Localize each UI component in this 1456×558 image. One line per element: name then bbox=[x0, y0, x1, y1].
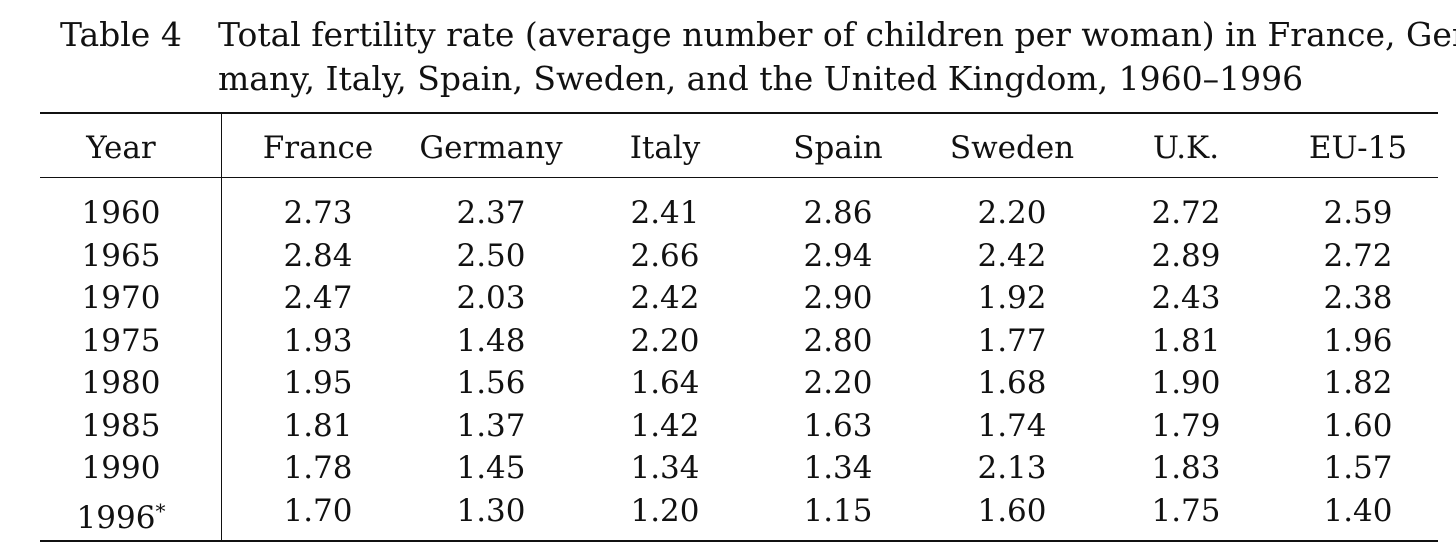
table-cell: 1.74 bbox=[977, 408, 1047, 444]
table-cell: 1.34 bbox=[630, 450, 700, 486]
header-rule bbox=[40, 177, 1438, 178]
table-cell: 1.15 bbox=[803, 493, 873, 529]
table-cell: 1.68 bbox=[977, 365, 1047, 401]
year-cell: 1996* bbox=[77, 491, 166, 538]
table-cell: 2.84 bbox=[283, 238, 353, 274]
table-cell: 1.56 bbox=[456, 365, 526, 401]
column-header-italy: Italy bbox=[629, 130, 701, 166]
table-cell: 2.94 bbox=[803, 238, 873, 274]
year-cell: 1960 bbox=[82, 193, 161, 233]
column-header-year: Year bbox=[86, 130, 156, 166]
table-cell: 2.42 bbox=[977, 238, 1047, 274]
year-cell: 1970 bbox=[82, 278, 161, 318]
table-cell: 1.37 bbox=[456, 408, 526, 444]
table-cell: 1.81 bbox=[1151, 323, 1221, 359]
table-cell: 1.78 bbox=[283, 450, 353, 486]
table-cell: 1.30 bbox=[456, 493, 526, 529]
table-cell: 2.89 bbox=[1151, 238, 1221, 274]
table-cell: 1.83 bbox=[1151, 450, 1221, 486]
table-cell: 1.93 bbox=[283, 323, 353, 359]
table-cell: 2.20 bbox=[803, 365, 873, 401]
table-cell: 1.79 bbox=[1151, 408, 1221, 444]
table-cell: 2.37 bbox=[456, 195, 526, 231]
year-value: 1996 bbox=[76, 500, 156, 536]
table-cell: 2.03 bbox=[456, 280, 526, 316]
table-cell: 1.57 bbox=[1323, 450, 1393, 486]
table-cell: 1.96 bbox=[1323, 323, 1393, 359]
table-cell: 2.73 bbox=[283, 195, 353, 231]
year-cell: 1975 bbox=[82, 321, 161, 361]
table-cell: 1.64 bbox=[630, 365, 700, 401]
year-value: 1960 bbox=[81, 195, 161, 231]
table-cell: 2.90 bbox=[803, 280, 873, 316]
table-cell: 1.20 bbox=[630, 493, 700, 529]
table-cell: 1.63 bbox=[803, 408, 873, 444]
table-cell: 2.72 bbox=[1151, 195, 1221, 231]
year-value: 1980 bbox=[81, 365, 161, 401]
table-cell: 2.38 bbox=[1323, 280, 1393, 316]
table-cell: 2.50 bbox=[456, 238, 526, 274]
year-value: 1975 bbox=[81, 323, 161, 359]
table-cell: 1.40 bbox=[1323, 493, 1393, 529]
year-cell: 1965 bbox=[82, 236, 161, 276]
table-cell: 2.13 bbox=[977, 450, 1047, 486]
table-cell: 1.95 bbox=[283, 365, 353, 401]
table-cell: 2.41 bbox=[630, 195, 700, 231]
column-header-germany: Germany bbox=[419, 130, 563, 166]
table-cell: 1.34 bbox=[803, 450, 873, 486]
column-header-france: France bbox=[262, 130, 374, 166]
table-cell: 2.42 bbox=[630, 280, 700, 316]
table-cell: 1.90 bbox=[1151, 365, 1221, 401]
year-cell: 1980 bbox=[82, 363, 161, 403]
table-cell: 2.47 bbox=[283, 280, 353, 316]
footnote-mark: * bbox=[155, 499, 166, 523]
year-cell: 1985 bbox=[82, 406, 161, 446]
table-cell: 2.59 bbox=[1323, 195, 1393, 231]
caption-line-1: Total fertility rate (average number of … bbox=[218, 15, 1456, 54]
table-cell: 2.66 bbox=[630, 238, 700, 274]
table-cell: 2.86 bbox=[803, 195, 873, 231]
table-cell: 1.81 bbox=[283, 408, 353, 444]
column-header-u-k: U.K. bbox=[1152, 130, 1220, 166]
table-cell: 2.80 bbox=[803, 323, 873, 359]
table-cell: 1.70 bbox=[283, 493, 353, 529]
table-cell: 1.42 bbox=[630, 408, 700, 444]
table-cell: 2.43 bbox=[1151, 280, 1221, 316]
table-cell: 1.82 bbox=[1323, 365, 1393, 401]
column-header-spain: Spain bbox=[793, 130, 883, 166]
table-cell: 1.48 bbox=[456, 323, 526, 359]
table-cell: 1.60 bbox=[977, 493, 1047, 529]
column-header-sweden: Sweden bbox=[949, 130, 1075, 166]
table-cell: 1.45 bbox=[456, 450, 526, 486]
top-rule bbox=[40, 112, 1438, 114]
year-value: 1965 bbox=[81, 238, 161, 274]
table-cell: 1.60 bbox=[1323, 408, 1393, 444]
table-cell: 2.72 bbox=[1323, 238, 1393, 274]
year-value: 1970 bbox=[81, 280, 161, 316]
bottom-rule bbox=[40, 540, 1438, 542]
table-cell: 2.20 bbox=[977, 195, 1047, 231]
year-value: 1985 bbox=[81, 408, 161, 444]
year-column-divider bbox=[221, 113, 222, 541]
table-cell: 2.20 bbox=[630, 323, 700, 359]
table-cell: 1.75 bbox=[1151, 493, 1221, 529]
year-value: 1990 bbox=[81, 450, 161, 486]
table-cell: 1.77 bbox=[977, 323, 1047, 359]
table-cell: 1.92 bbox=[977, 280, 1047, 316]
column-header-eu-15: EU-15 bbox=[1308, 130, 1408, 166]
year-cell: 1990 bbox=[82, 448, 161, 488]
table-label: Table 4 bbox=[60, 15, 182, 54]
caption-line-2: many, Italy, Spain, Sweden, and the Unit… bbox=[218, 59, 1304, 98]
